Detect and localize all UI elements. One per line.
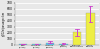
Bar [32,44,41,45]
Bar [46,43,54,45]
Bar [18,44,27,45]
Bar [86,13,95,45]
Bar [72,32,81,45]
Y-axis label: gCO2e/passager-km: gCO2e/passager-km [1,11,5,36]
Bar [59,44,68,45]
